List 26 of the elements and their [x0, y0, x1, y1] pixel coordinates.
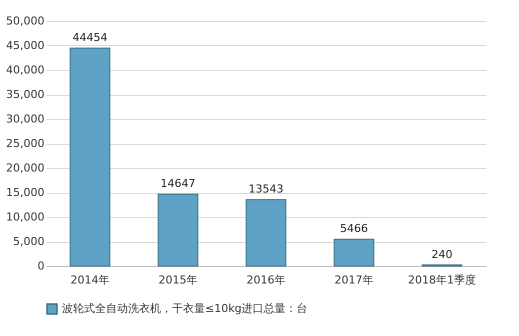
- y-tick-label: 30,000: [6, 112, 44, 126]
- y-tick-label: 5,000: [13, 235, 44, 248]
- bar: [70, 48, 110, 266]
- x-tick-label: 2018年1季度: [408, 274, 476, 286]
- data-label: 240: [432, 248, 452, 261]
- data-label: 44454: [72, 31, 108, 44]
- y-tick-label: 25,000: [6, 137, 44, 150]
- y-tick-label: 45,000: [6, 39, 44, 52]
- y-tick-label: 35,000: [6, 88, 44, 101]
- y-tick-label: 15,000: [6, 186, 44, 199]
- bar: [246, 199, 286, 266]
- legend-label: 波轮式全自动洗衣机，干衣量≤10kg进口总量：台: [62, 302, 308, 315]
- data-label: 13543: [248, 182, 284, 196]
- bar: [334, 238, 374, 266]
- y-tick-label: 10,000: [6, 210, 44, 224]
- bar: [158, 194, 198, 266]
- y-tick-label: 50,000: [6, 14, 44, 28]
- data-label: 5466: [340, 222, 368, 236]
- y-tick-label: 0: [38, 260, 44, 272]
- x-tick-label: 2015年: [158, 274, 198, 286]
- x-tick-label: 2016年: [246, 274, 286, 286]
- data-label: 14647: [160, 177, 196, 190]
- y-tick-label: 20,000: [6, 162, 44, 174]
- y-tick-label: 40,000: [6, 64, 44, 76]
- x-tick-label: 2017年: [334, 274, 374, 286]
- x-tick-label: 2014年: [70, 274, 110, 286]
